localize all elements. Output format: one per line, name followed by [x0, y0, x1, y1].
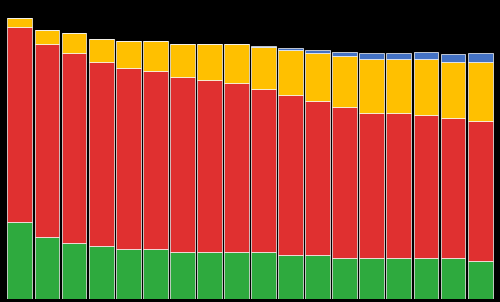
Bar [62, 33, 86, 53]
Bar [468, 261, 492, 299]
Bar [278, 48, 303, 50]
Bar [278, 50, 303, 95]
Bar [62, 53, 86, 243]
Bar [197, 44, 222, 80]
Bar [468, 62, 492, 121]
Bar [88, 39, 114, 62]
Bar [414, 59, 438, 115]
Bar [332, 56, 357, 107]
Bar [197, 80, 222, 252]
Bar [197, 252, 222, 299]
Bar [360, 53, 384, 59]
Bar [305, 255, 330, 299]
Bar [440, 62, 466, 118]
Bar [414, 52, 438, 59]
Bar [224, 44, 249, 83]
Bar [170, 252, 195, 299]
Bar [88, 62, 114, 246]
Bar [88, 246, 114, 299]
Bar [251, 89, 276, 252]
Bar [8, 27, 32, 222]
Bar [116, 249, 140, 299]
Bar [251, 46, 276, 47]
Bar [305, 53, 330, 101]
Bar [305, 101, 330, 255]
Bar [386, 113, 411, 258]
Bar [468, 121, 492, 261]
Bar [34, 30, 59, 44]
Bar [468, 53, 492, 62]
Bar [34, 44, 59, 237]
Bar [386, 53, 411, 59]
Bar [440, 258, 466, 299]
Bar [143, 249, 168, 299]
Bar [143, 71, 168, 249]
Bar [251, 252, 276, 299]
Bar [414, 258, 438, 299]
Bar [170, 77, 195, 252]
Bar [143, 41, 168, 71]
Bar [224, 252, 249, 299]
Bar [440, 54, 466, 62]
Bar [332, 258, 357, 299]
Bar [34, 237, 59, 299]
Bar [360, 258, 384, 299]
Bar [332, 52, 357, 56]
Bar [251, 47, 276, 89]
Bar [305, 50, 330, 53]
Bar [278, 95, 303, 255]
Bar [62, 243, 86, 299]
Bar [414, 115, 438, 258]
Bar [386, 258, 411, 299]
Bar [116, 41, 140, 68]
Bar [8, 18, 32, 27]
Bar [116, 68, 140, 249]
Bar [170, 44, 195, 77]
Bar [360, 113, 384, 258]
Bar [278, 255, 303, 299]
Bar [224, 83, 249, 252]
Bar [360, 59, 384, 113]
Bar [8, 222, 32, 299]
Bar [332, 107, 357, 258]
Bar [386, 59, 411, 113]
Bar [440, 118, 466, 258]
